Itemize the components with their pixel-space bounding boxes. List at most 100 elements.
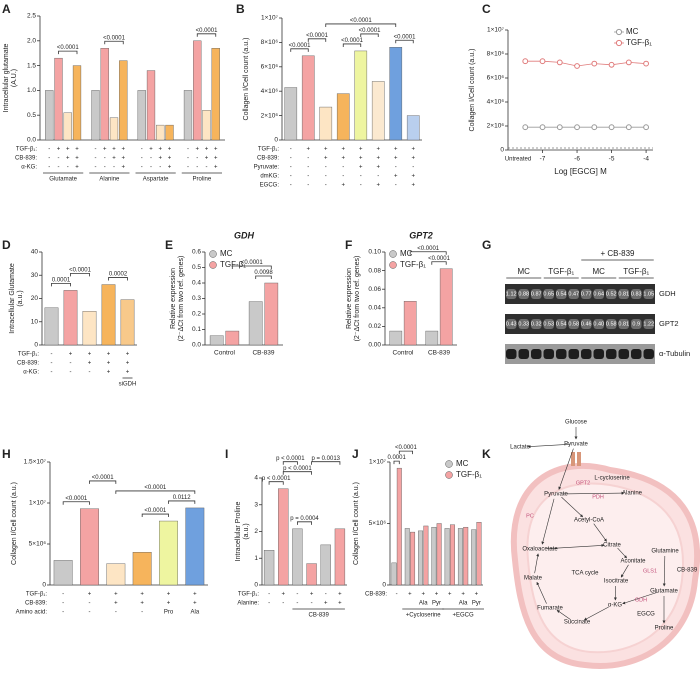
p-value: <0.0001 xyxy=(359,28,382,34)
condition-mark: Pyr xyxy=(472,601,481,607)
bar xyxy=(463,526,469,586)
bar xyxy=(137,90,146,141)
pathway-arrow xyxy=(546,543,605,550)
pathway-arrow xyxy=(622,592,658,605)
condition-mark: + xyxy=(69,352,73,358)
p-value: <0.0001 xyxy=(428,256,451,262)
condition-label: TGF-β₁: xyxy=(258,147,279,153)
condition-mark: + xyxy=(475,592,479,598)
significance-bracket xyxy=(231,265,272,269)
y-tick-label: 0 xyxy=(382,582,386,589)
blot-band xyxy=(518,319,529,329)
bar xyxy=(423,525,429,586)
condition-mark: + xyxy=(376,147,380,153)
data-point xyxy=(608,61,615,68)
condition-mark: - xyxy=(325,165,327,171)
condition-mark: + xyxy=(394,147,398,153)
y-tick-label: 3 xyxy=(254,501,258,508)
legend-label: TGF-β₁ xyxy=(220,260,246,269)
condition-mark: - xyxy=(196,165,198,171)
blot-band xyxy=(593,289,604,299)
legend-marker xyxy=(615,39,623,47)
pathway-arrow xyxy=(561,496,584,518)
condition-mark: - xyxy=(325,592,327,598)
condition-mark: + xyxy=(324,601,328,607)
pathway-label: Pyruvate xyxy=(544,492,568,498)
condition-mark: + xyxy=(57,147,61,153)
condition-label: TGF-β₁: xyxy=(16,147,37,153)
condition-label: TGF-β₁: xyxy=(238,592,259,598)
y-tick-label: 0.08 xyxy=(368,267,381,274)
pathway-arrow xyxy=(534,553,540,574)
p-value: 0.0002 xyxy=(109,272,128,278)
condition-mark: - xyxy=(62,610,64,616)
x-tick-label: -6 xyxy=(574,156,580,163)
condition-mark: - xyxy=(307,174,309,180)
condition-mark: - xyxy=(187,156,189,162)
condition-mark: + xyxy=(359,147,363,153)
data-point xyxy=(539,58,546,65)
p-value: p < 0.0001 xyxy=(283,466,312,472)
blot-band xyxy=(531,319,542,329)
condition-mark: - xyxy=(311,601,313,607)
data-point xyxy=(625,124,632,131)
pathway-label: GDH xyxy=(635,597,647,603)
significance-bracket xyxy=(282,471,312,475)
bar xyxy=(202,110,211,141)
y-axis-label: Collagen I/Cell count (a.u.) xyxy=(353,482,360,565)
p-value: <0.0001 xyxy=(144,508,167,514)
panel-letter: J xyxy=(352,447,359,461)
blot-band xyxy=(568,349,579,359)
condition-mark: - xyxy=(62,601,64,607)
band-value: 0.54 xyxy=(556,291,567,297)
condition-mark: + xyxy=(411,183,415,189)
band-value: 0.9 xyxy=(632,321,640,327)
bar xyxy=(248,301,263,346)
condition-mark: + xyxy=(338,601,342,607)
pathway-label: Proline xyxy=(655,626,674,632)
bar xyxy=(183,90,193,141)
blot-band xyxy=(556,289,567,299)
y-axis-label: Relative expression xyxy=(346,268,353,329)
y-tick-label: 0 xyxy=(254,582,258,589)
y-tick-label: 0.00 xyxy=(368,342,381,349)
p-value: <0.0001 xyxy=(417,246,440,252)
condition-mark: + xyxy=(75,156,79,162)
y-tick-label: 2.0 xyxy=(27,38,36,45)
significance-bracket xyxy=(431,261,447,265)
pathway-arrow xyxy=(662,555,666,587)
condition-mark: - xyxy=(141,147,143,153)
blot-band xyxy=(568,319,579,329)
condition-mark: + xyxy=(411,156,415,162)
condition-mark: + xyxy=(421,592,425,598)
condition-label: CB-839: xyxy=(15,156,37,162)
p-value: p < 0.0001 xyxy=(262,476,291,482)
data-point xyxy=(643,60,649,67)
bar xyxy=(389,330,403,346)
blot-band xyxy=(631,289,642,299)
bar xyxy=(336,93,350,141)
blot-band xyxy=(506,349,517,359)
condition-mark: + xyxy=(205,147,209,153)
blot-band xyxy=(506,289,517,299)
transporter xyxy=(571,452,575,466)
blot-band xyxy=(581,319,592,329)
data-point xyxy=(574,124,580,131)
significance-bracket xyxy=(115,490,196,494)
condition-label: EGCG: xyxy=(260,183,280,189)
condition-mark: + xyxy=(158,147,162,153)
condition-mark: Pyr xyxy=(432,601,441,607)
band-value: 0.54 xyxy=(556,321,567,327)
condition-mark: + xyxy=(140,592,144,598)
bar xyxy=(132,552,152,586)
y-axis-label: (a.u.) xyxy=(243,523,250,539)
condition-mark: Ala xyxy=(459,601,468,607)
y-tick-label: 1.5 xyxy=(27,62,36,69)
legend-label: TGF-β₁ xyxy=(456,470,482,479)
bar xyxy=(425,330,439,346)
condition-mark: + xyxy=(107,370,111,376)
p-value: <0.0001 xyxy=(92,475,115,481)
blot-strip xyxy=(505,344,655,364)
p-value: <0.0001 xyxy=(350,18,373,24)
